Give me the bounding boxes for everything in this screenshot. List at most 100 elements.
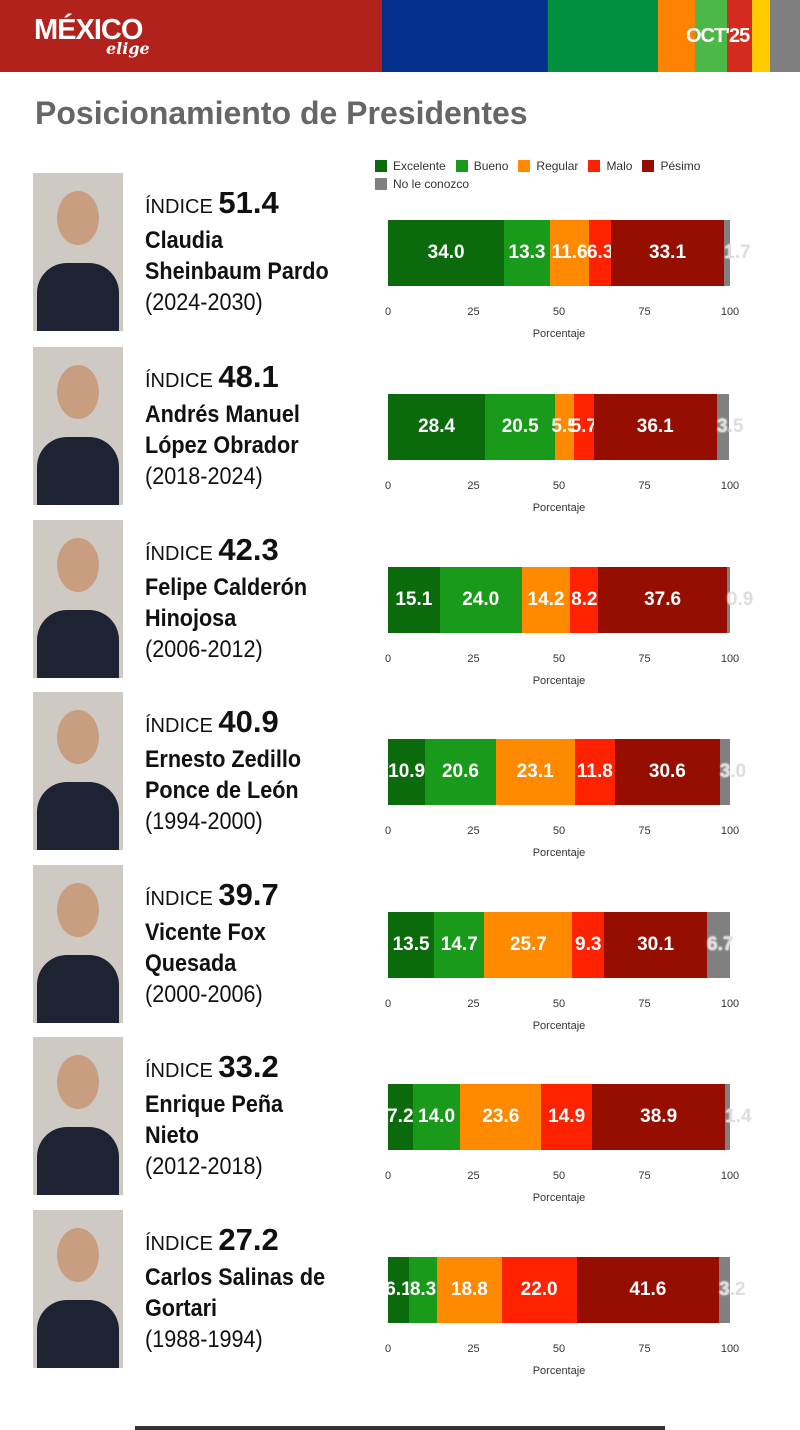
term-years: (2006-2012): [145, 636, 263, 663]
data-label: 38.9: [640, 1106, 678, 1127]
x-axis-label: Porcentaje: [532, 847, 586, 859]
president-name: Sheinbaum Pardo: [145, 258, 329, 285]
data-label: 9.3: [575, 934, 602, 955]
index-score: ÍNDICE 40.9: [145, 704, 279, 739]
x-axis-label: Porcentaje: [532, 675, 586, 687]
index-score: ÍNDICE 27.2: [145, 1222, 279, 1257]
x-tick-label: 100: [720, 998, 740, 1010]
data-label: 33.1: [649, 242, 687, 263]
data-label: 30.6: [648, 761, 686, 782]
index-score: ÍNDICE 48.1: [145, 359, 279, 394]
bar-segment-regular: 5.5: [551, 394, 578, 460]
data-label: 14.2: [527, 589, 565, 610]
president-row: ÍNDICE 51.4 Claudia Sheinbaum Pardo (202…: [0, 173, 800, 343]
bar-segment-bueno: 20.6: [425, 739, 496, 805]
president-photo: [33, 520, 123, 678]
data-label: 1.4: [725, 1106, 752, 1127]
president-photo: [33, 1037, 123, 1195]
x-tick-label: 0: [384, 825, 392, 837]
data-label: 3.0: [719, 761, 747, 782]
bar-segment-excelente: 34.0: [388, 220, 505, 286]
x-tick-label: 0: [384, 1170, 392, 1182]
data-label: 5.7: [570, 416, 597, 437]
bar-segment-excelente: 28.4: [388, 394, 486, 460]
bar-segment-malo: 11.8: [574, 739, 616, 805]
x-tick-label: 75: [638, 825, 651, 837]
data-label: 6.1: [385, 1279, 412, 1300]
x-tick-label: 25: [467, 825, 480, 837]
data-label: 6.7: [707, 934, 734, 955]
term-years: (2024-2030): [145, 289, 263, 316]
bar-segment-regular: 14.2: [521, 567, 571, 633]
x-axis-label: Porcentaje: [532, 502, 586, 514]
bar-segment-regular: 23.1: [495, 739, 575, 805]
president-row: ÍNDICE 48.1 Andrés Manuel López Obrador …: [0, 347, 800, 517]
x-tick-label: 25: [467, 1343, 480, 1355]
data-label: 37.6: [644, 589, 682, 610]
bar-segment-excelente: 10.9: [388, 739, 426, 805]
president-name: Vicente Fox: [145, 919, 266, 946]
x-tick-label: 25: [467, 998, 480, 1010]
data-label: 20.5: [501, 416, 539, 437]
bar-segment-bueno: 20.5: [485, 394, 556, 460]
data-label: 0.9: [726, 589, 754, 610]
data-label: 13.3: [508, 242, 546, 263]
data-label: 14.0: [418, 1106, 456, 1127]
data-label: 41.6: [629, 1279, 667, 1300]
bar-segment-malo: 8.2: [570, 567, 599, 633]
x-tick-label: 50: [552, 825, 566, 837]
bar-segment-regular: 11.6: [549, 220, 590, 286]
x-axis-label: Porcentaje: [532, 328, 586, 340]
stacked-bar: 28.4 20.5 5.5 5.7 36.1 3.5: [388, 394, 743, 460]
page-title: Posicionamiento de Presidentes: [35, 95, 528, 131]
x-tick-label: 50: [552, 1343, 566, 1355]
president-name: Ernesto Zedillo: [145, 746, 302, 773]
legend-swatch: [588, 160, 601, 172]
term-years: (2012-2018): [145, 1153, 263, 1180]
bar-segment-pésimo: 30.6: [615, 739, 720, 805]
footer-divider: [135, 1426, 665, 1430]
legend-label: Regular: [536, 159, 579, 173]
x-tick-label: 0: [384, 480, 392, 492]
x-tick-label: 50: [552, 998, 566, 1010]
bar-segment-regular: 18.8: [437, 1257, 502, 1323]
president-name: Gortari: [145, 1295, 218, 1322]
x-tick-label: 0: [384, 653, 392, 665]
bar-segment-bueno: 24.0: [439, 567, 522, 633]
president-photo: [33, 173, 123, 331]
president-name: Nieto: [145, 1122, 199, 1149]
president-photo: [33, 692, 123, 850]
data-label: 11.6: [551, 242, 588, 263]
stacked-bar: 13.5 14.7 25.7 9.3 30.1 6.7: [388, 912, 734, 978]
index-score: ÍNDICE 33.2: [145, 1049, 279, 1084]
president-name: López Obrador: [145, 432, 299, 459]
bar-segment-regular: 23.6: [460, 1084, 542, 1150]
bar-segment-no-le-conozco: 1.4: [725, 1084, 752, 1150]
bar-segment-pésimo: 41.6: [576, 1257, 720, 1323]
president-name: Carlos Salinas de: [145, 1264, 326, 1291]
x-tick-label: 75: [638, 306, 651, 318]
legend-swatch: [455, 160, 468, 172]
data-label: 20.6: [441, 761, 479, 782]
x-tick-label: 100: [720, 825, 740, 837]
bar-segment-malo: 5.7: [571, 394, 597, 460]
president-name: Enrique Peña: [145, 1091, 284, 1118]
data-label: 8.2: [571, 589, 598, 610]
president-row: ÍNDICE 39.7 Vicente Fox Quesada (2000-20…: [0, 865, 800, 1035]
x-tick-label: 75: [638, 1170, 651, 1182]
legend-label: Malo: [606, 159, 633, 173]
index-score: ÍNDICE 51.4: [145, 185, 279, 220]
data-label: 1.7: [724, 242, 751, 263]
bar-segment-malo: 22.0: [501, 1257, 577, 1323]
term-years: (2018-2024): [145, 463, 263, 490]
term-years: (1994-2000): [145, 808, 263, 835]
legend-label: Excelente: [393, 159, 446, 173]
data-label: 23.1: [516, 761, 554, 782]
data-label: 28.4: [418, 416, 456, 437]
x-axis-label: Porcentaje: [532, 1020, 586, 1032]
bar-segment-malo: 14.9: [541, 1084, 593, 1150]
data-label: 24.0: [462, 589, 500, 610]
index-score: ÍNDICE 39.7: [145, 877, 279, 912]
bar-segment-bueno: 13.3: [504, 220, 550, 286]
president-name: Felipe Calderón: [145, 574, 308, 601]
